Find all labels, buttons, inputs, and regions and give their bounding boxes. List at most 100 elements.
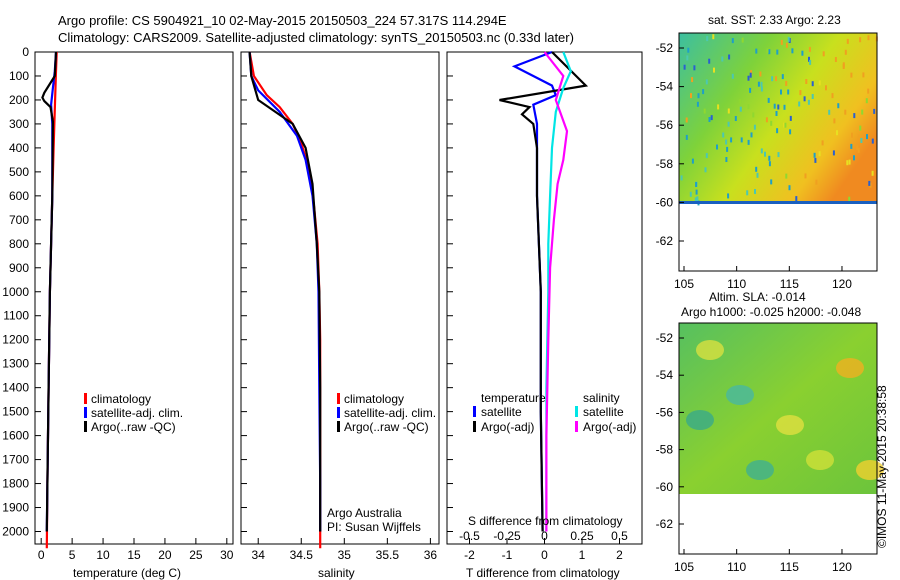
texture-dot (807, 99, 810, 105)
depth-tick-label: 1900 (2, 501, 29, 515)
texture-dot (686, 55, 689, 61)
texture-dot (697, 93, 700, 99)
texture-dot (739, 98, 742, 104)
texture-dot (764, 151, 766, 157)
salinity-note-line2: PI: Susan Wijffels (327, 520, 421, 534)
texture-dot (691, 77, 694, 83)
texture-dot (775, 111, 778, 116)
temperature-tick-label: 30 (220, 548, 234, 562)
map-lat-tick-label: -56 (656, 118, 674, 132)
texture-dot (811, 94, 814, 99)
texture-dot (787, 89, 790, 95)
texture-dot (857, 147, 860, 153)
map-lat-tick-label: -52 (656, 331, 674, 345)
texture-dot (873, 108, 876, 114)
texture-dot (789, 129, 792, 135)
texture-dot (834, 57, 837, 62)
texture-dot (851, 132, 853, 138)
texture-dot (680, 175, 683, 181)
texture-dot (856, 145, 859, 151)
texture-dot (766, 48, 769, 54)
texture-dot (705, 79, 708, 85)
texture-dot (861, 109, 864, 115)
texture-dot (783, 104, 786, 110)
texture-dot (853, 155, 855, 161)
legend-title-salinity: salinity (583, 391, 620, 405)
texture-dot (768, 155, 771, 161)
salinity-panel (240, 51, 440, 545)
texture-dot (837, 103, 840, 109)
texture-dot (821, 140, 824, 146)
salinity-tick-label: 34.5 (290, 548, 314, 562)
depth-tick-label: 800 (9, 237, 29, 251)
map-lon-tick-label: 115 (780, 560, 799, 574)
texture-dot (708, 117, 711, 122)
salinity-tick-label: 36 (424, 548, 438, 562)
texture-dot (747, 139, 750, 145)
salinity-xticks: 34 34.5 35 35.5 36 (252, 538, 438, 562)
header-line1: Argo profile: CS 5904921_10 02-May-2015 … (58, 13, 507, 28)
s-difference-xticks: -0.5 -0.25 0 0.25 0.5 (459, 529, 628, 543)
legend-swatch-climatology (84, 393, 87, 404)
texture-dot (844, 109, 847, 115)
texture-dot (857, 134, 860, 140)
texture-dot (757, 81, 760, 87)
temperature-xlabel: temperature (deg C) (73, 566, 181, 580)
texture-dot (749, 72, 752, 78)
legend-swatch-sal-argo (575, 421, 578, 432)
series-line (248, 51, 322, 532)
s-difference-tick-label: -0.5 (459, 529, 480, 543)
texture-dot (768, 161, 771, 167)
depth-tick-label: 1600 (2, 429, 29, 443)
texture-dot (836, 130, 838, 136)
texture-dot (780, 39, 783, 45)
texture-dot (727, 193, 730, 199)
texture-dot (747, 104, 750, 110)
salinity-tick-label: 35 (338, 548, 352, 562)
texture-dot (683, 64, 686, 70)
texture-dot (696, 101, 699, 107)
difference-tick-label: -2 (464, 548, 475, 562)
texture-dot (775, 76, 777, 82)
s-difference-label: S difference from climatology (468, 514, 623, 528)
legend-label-argo: Argo(..raw -QC) (91, 420, 176, 434)
texture-dot (776, 128, 779, 134)
texture-dot (731, 38, 734, 44)
map-lon-tick-label: 105 (674, 277, 694, 291)
map-lon-tick-label: 110 (727, 277, 746, 291)
texture-dot (869, 182, 872, 188)
texture-dot (704, 167, 707, 173)
texture-dot (832, 150, 835, 156)
depth-tick-label: 0 (22, 45, 29, 59)
legend-swatch-temp-satellite (473, 406, 476, 417)
depth-tick-label: 700 (9, 213, 29, 227)
temperature-plot (41, 51, 58, 549)
texture-dot (866, 134, 868, 140)
depth-tick-label: 1800 (2, 477, 29, 491)
texture-dot (727, 121, 730, 127)
texture-dot (784, 122, 787, 128)
legend-swatch-argo (337, 421, 340, 432)
salinity-plot (248, 51, 322, 549)
legend-label-satellite: satellite-adj. clim. (344, 406, 436, 420)
texture-blob (726, 385, 754, 405)
map-lat-tick-label: -62 (656, 517, 674, 531)
map-lon-tick-label: 120 (832, 560, 852, 574)
s-difference-tick-label: 0.25 (570, 529, 594, 543)
texture-dot (853, 113, 856, 119)
difference-tick-label: 1 (579, 548, 586, 562)
texture-dot (818, 80, 821, 86)
depth-tick-label: 1100 (3, 309, 29, 323)
sla-map-xticks: 105 110 115 120 (674, 549, 852, 574)
texture-dot (760, 148, 763, 154)
texture-dot (804, 173, 807, 179)
texture-dot (844, 49, 847, 55)
texture-dot (754, 189, 756, 194)
map-lat-tick-label: -60 (656, 480, 674, 494)
sst-map-xticks: 105 110 115 120 (674, 266, 852, 291)
depth-tick-label: 1200 (2, 333, 29, 347)
texture-dot (785, 42, 788, 48)
texture-blob (836, 358, 864, 378)
texture-dot (859, 125, 862, 131)
